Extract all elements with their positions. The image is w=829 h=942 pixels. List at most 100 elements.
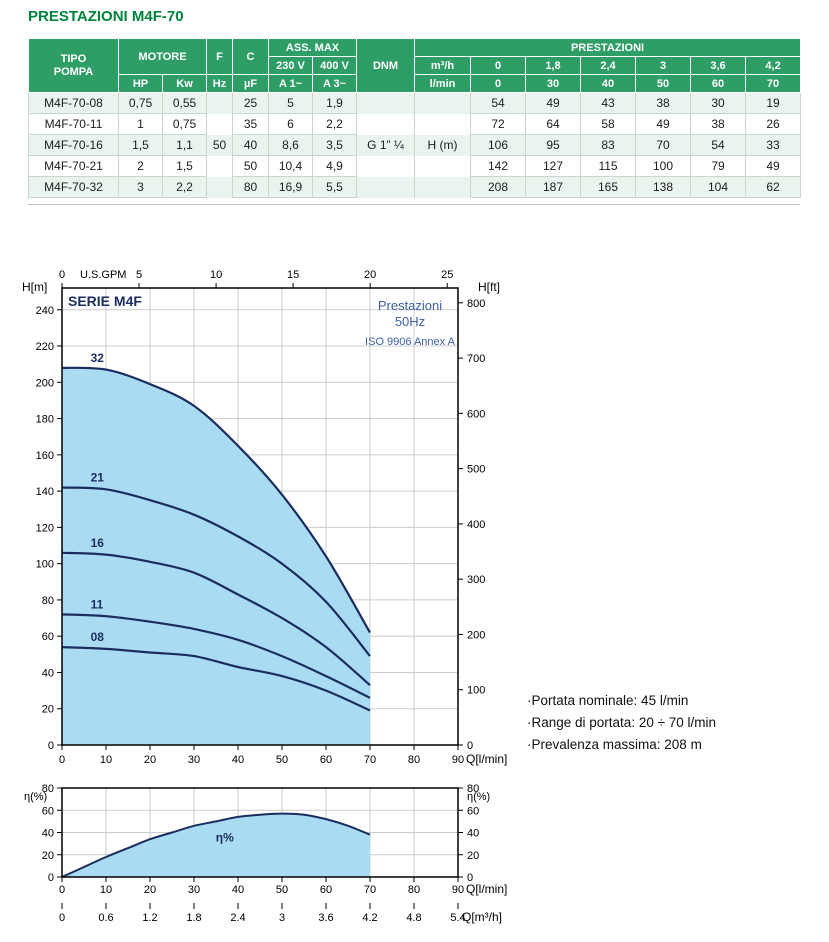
tick-label-left: 240 (36, 305, 54, 317)
page-title: PRESTAZIONI M4F-70 (28, 8, 184, 25)
table-cell: 0,75 (118, 92, 163, 114)
table-cell: 79 (690, 155, 747, 177)
curve-21 (61, 486, 371, 657)
performance-chart: 3221161108020406080100120140160180200220… (22, 269, 507, 766)
table-cell: 2,2 (312, 113, 358, 135)
header-cell-f: F (206, 38, 234, 75)
table-cell: 26 (745, 113, 802, 135)
tick-label-m3h: 0 (59, 912, 65, 924)
tick-label-m3h: 2.4 (230, 912, 245, 924)
tick-label-right: 800 (467, 298, 485, 310)
curve-16 (61, 551, 371, 687)
tick-label-bottom: 60 (320, 754, 332, 766)
tick-label-right: 300 (467, 574, 485, 586)
tick-label-bottom: 20 (144, 884, 156, 896)
tick-label-bottom: 80 (408, 884, 420, 896)
efficiency-fill (62, 813, 370, 877)
tick-label-right: 700 (467, 353, 485, 365)
table-cell: 127 (525, 155, 582, 177)
table-cell: 8,6 (268, 134, 314, 156)
header-cell-lmin-3: 50 (635, 74, 692, 93)
header-cell-m3h-5: 4,2 (745, 56, 802, 75)
header-cell-dnm: DNM (356, 38, 416, 93)
header-cell-tipo-pompa: TIPO POMPA (28, 38, 119, 93)
tick-label-bottom: 10 (100, 754, 112, 766)
table-cell: 5 (268, 92, 314, 114)
axis-title-eta-left: η(%) (24, 791, 47, 803)
tick-label-top: 15 (287, 269, 299, 281)
table-cell: 70 (635, 134, 692, 156)
table-cell: 62 (745, 176, 802, 198)
chart-title: SERIE M4F (68, 293, 142, 309)
tick-label-right: 20 (467, 850, 479, 862)
table-cell: M4F-70-16 (28, 134, 119, 156)
tick-label-left: 160 (36, 450, 54, 462)
efficiency-curve (61, 812, 371, 878)
tick-label-top: 25 (441, 269, 453, 281)
table-cell: 1,5 (118, 134, 163, 156)
table-cell: 35 (232, 113, 270, 135)
tick-label-right: 40 (467, 828, 479, 840)
table-cell: 1,1 (161, 134, 208, 156)
tick-label-bottom: 80 (408, 754, 420, 766)
table-cell: 10,4 (268, 155, 314, 177)
tick-label-m3h: 1.8 (186, 912, 201, 924)
header-cell-m3h-2: 2,4 (580, 56, 637, 75)
table-cell: 106 (470, 134, 527, 156)
annotation-iso: ISO 9906 Annex A (365, 336, 456, 348)
table-cell: 83 (580, 134, 637, 156)
tick-label-left: 200 (36, 377, 54, 389)
table-cell: M4F-70-21 (28, 155, 119, 177)
table-cell: 0,55 (161, 92, 208, 114)
table-cell: 50 (232, 155, 270, 177)
annotation-50hz: 50Hz (395, 314, 425, 329)
table-cell: 64 (525, 113, 582, 135)
header-cell-prestazioni: PRESTAZIONI (414, 38, 802, 57)
header-cell-lmin: l/min (414, 74, 472, 93)
table-cell (206, 113, 234, 135)
table-cell: M4F-70-11 (28, 113, 119, 135)
table-cell (206, 176, 234, 198)
axis-title-eta-right: η(%) (467, 791, 490, 803)
tick-label-top: 5 (136, 269, 142, 281)
table-cell (414, 92, 472, 114)
note-portata-nominale: ·Portata nominale: 45 l/min (527, 693, 689, 708)
table-cell: 30 (690, 92, 747, 114)
tick-label-left: 40 (42, 667, 54, 679)
efficiency-label: η% (216, 830, 234, 844)
tick-label-left: 140 (36, 486, 54, 498)
tick-label-left: 60 (42, 805, 54, 817)
notes-block: ·Portata nominale: 45 l/min ·Range di po… (527, 690, 716, 756)
tick-label-left: 120 (36, 522, 54, 534)
tick-label-bottom: 70 (364, 884, 376, 896)
tick-label-right: 100 (467, 685, 485, 697)
table-cell: 2,2 (161, 176, 208, 198)
table-cell: 138 (635, 176, 692, 198)
table-cell: 0,75 (161, 113, 208, 135)
table-cell: 6 (268, 113, 314, 135)
tick-label-left: 180 (36, 414, 54, 426)
tick-label-left: 20 (42, 704, 54, 716)
note-prevalenza-massima: ·Prevalenza massima: 208 m (527, 737, 702, 752)
tick-label-bottom: 20 (144, 754, 156, 766)
table-cell: 19 (745, 92, 802, 114)
table-cell: G 1” ¼ (356, 134, 416, 156)
table-cell: 104 (690, 176, 747, 198)
tick-label-left: 60 (42, 631, 54, 643)
table-cell: 50 (206, 134, 234, 156)
table-cell: 1,5 (161, 155, 208, 177)
tick-label-left: 80 (42, 595, 54, 607)
header-cell-m3h-4: 3,6 (690, 56, 747, 75)
table-cell: 80 (232, 176, 270, 198)
tick-label-left: 0 (48, 872, 54, 884)
header-cell-m3h-1: 1,8 (525, 56, 582, 75)
curve-08 (61, 646, 371, 712)
table-cell (356, 113, 416, 135)
axis-title-qlmin: Q[l/min] (466, 882, 507, 896)
table-cell: 54 (470, 92, 527, 114)
tick-label-m3h: 0.6 (98, 912, 113, 924)
tick-label-right: 400 (467, 519, 485, 531)
table-cell (206, 155, 234, 177)
note-range-portata: ·Range di portata: 20 ÷ 70 l/min (527, 715, 717, 730)
